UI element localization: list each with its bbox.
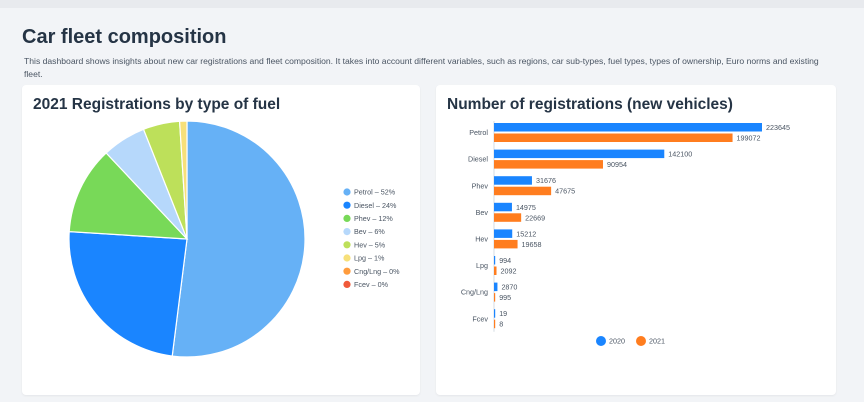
bar-petrol-2020[interactable] (494, 123, 762, 132)
bar-diesel-2021[interactable] (494, 160, 603, 169)
legend-label-2020[interactable]: 2020 (609, 337, 625, 346)
legend-label-hev[interactable]: Hev – 5% (354, 240, 386, 249)
bar-phev-2021[interactable] (494, 186, 552, 196)
value-label-hev-2020: 15212 (516, 229, 536, 238)
value-label-fcev-2020: 19 (499, 309, 507, 318)
category-label-hev: Hev (475, 235, 488, 244)
legend-marker-hev (343, 241, 351, 249)
top-bar (0, 0, 864, 8)
legend-label-diesel[interactable]: Diesel – 24% (354, 201, 397, 210)
legend-marker-phev (343, 214, 351, 222)
value-label-diesel-2021: 90954 (607, 160, 627, 169)
page-description: This dashboard shows insights about new … (24, 56, 819, 79)
category-label-phev: Phev (472, 181, 489, 190)
value-label-lpg-2021: 2092 (501, 267, 517, 276)
value-label-fcev-2021: 8 (499, 320, 503, 329)
pie-chart-card: 2021 Registrations by type of fuel Petro… (22, 85, 420, 395)
pie-slice-phev[interactable] (68, 152, 189, 240)
legend-marker-cng-lng (343, 267, 351, 275)
bar-chart: Petrol 223645 199072 Diesel 142100 90954 Phev 3… (461, 121, 790, 346)
legend-label-phev[interactable]: Phev – 12% (354, 214, 393, 223)
legend-label-petrol[interactable]: Petrol – 52% (354, 188, 396, 197)
value-label-petrol-2020: 223645 (766, 123, 790, 132)
bar-bev-2021[interactable] (494, 213, 522, 222)
legend-marker-petrol (343, 188, 351, 196)
category-label-fcev: Fcev (472, 314, 488, 323)
value-label-cng-lng-2021: 995 (499, 293, 511, 302)
legend-marker-diesel (343, 201, 351, 209)
bar-chart-card: Number of registrations (new vehicles) P… (436, 85, 836, 395)
pie-slice-petrol[interactable] (171, 120, 306, 358)
value-label-cng-lng-2020: 2870 (501, 283, 517, 292)
bar-hev-2021[interactable] (494, 239, 518, 249)
page-title: Car fleet composition (22, 26, 227, 48)
bar-bev-2020[interactable] (494, 202, 512, 212)
legend-marker-2021 (636, 336, 646, 346)
legend-label-cng-lng[interactable]: Cng/Lng – 0% (354, 267, 400, 276)
bar-lpg-2021[interactable] (494, 266, 497, 276)
value-label-phev-2021: 47675 (555, 187, 575, 196)
bar-chart-title: Number of registrations (new vehicles) (447, 96, 733, 113)
value-label-lpg-2020: 994 (499, 256, 511, 265)
category-label-cng-lng: Cng/Lng (461, 288, 488, 297)
value-label-diesel-2020: 142100 (668, 150, 692, 159)
value-label-phev-2020: 31676 (536, 176, 556, 185)
legend-marker-fcev (343, 280, 351, 288)
legend-label-lpg[interactable]: Lpg – 1% (354, 254, 385, 263)
bar-cng-lng-2021[interactable] (494, 293, 496, 302)
bar-fcev-2021[interactable] (494, 319, 496, 329)
value-label-petrol-2021: 199072 (737, 134, 761, 143)
category-label-lpg: Lpg (476, 261, 488, 270)
bar-lpg-2020[interactable] (494, 256, 496, 265)
legend-marker-2020 (596, 336, 606, 346)
legend-label-2021[interactable]: 2021 (649, 337, 665, 346)
pie-chart-title: 2021 Registrations by type of fuel (33, 96, 281, 113)
category-label-diesel: Diesel (468, 155, 488, 164)
bar-petrol-2021[interactable] (494, 133, 733, 143)
bar-fcev-2020[interactable] (494, 309, 496, 318)
legend-marker-lpg (343, 254, 351, 262)
bar-cng-lng-2020[interactable] (494, 282, 498, 292)
pie-slice-diesel[interactable] (68, 230, 188, 357)
category-label-bev: Bev (476, 208, 489, 217)
pie-chart: Petrol – 52% Diesel – 24% Phev – 12% Bev – … (68, 120, 400, 358)
legend-label-bev[interactable]: Bev – 6% (354, 227, 385, 236)
bar-diesel-2020[interactable] (494, 149, 665, 159)
value-label-bev-2020: 14975 (516, 203, 536, 212)
legend-marker-bev (343, 228, 351, 236)
value-label-bev-2021: 22669 (525, 213, 545, 222)
legend-label-fcev[interactable]: Fcev – 0% (354, 280, 389, 289)
bar-hev-2020[interactable] (494, 229, 513, 238)
bar-phev-2020[interactable] (494, 176, 532, 185)
value-label-hev-2021: 19658 (522, 240, 542, 249)
pie-slice-lpg[interactable] (178, 120, 188, 240)
category-label-petrol: Petrol (469, 128, 488, 137)
